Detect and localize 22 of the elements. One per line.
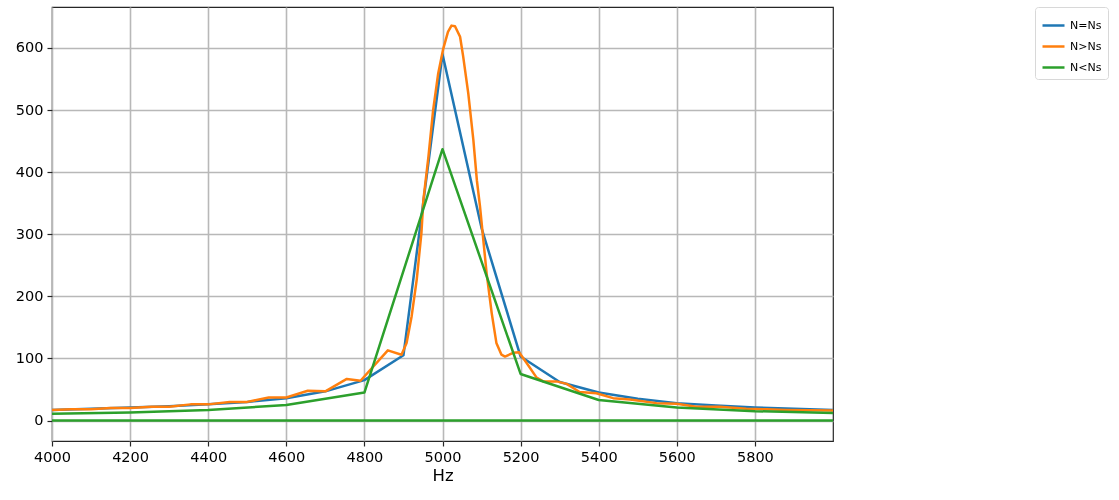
y-tick-label: 500 [15,101,44,118]
y-tick-label: 0 [34,412,44,429]
x-tick-label: 4400 [190,448,228,465]
y-tick-label: 400 [15,163,44,180]
x-axis-title: Hz [432,466,454,485]
legend-label: N=Ns [1070,18,1102,32]
x-tick-label: 4800 [346,448,384,465]
x-tick-label: 4200 [112,448,150,465]
x-tick-label: 5400 [580,448,618,465]
x-tick-label: 4000 [34,448,71,465]
x-tick-label: 5000 [424,448,462,465]
x-tick-label: 4600 [268,448,306,465]
x-tick-label: 5200 [502,448,540,465]
y-tick-label: 100 [15,349,44,366]
y-tick-label: 200 [15,287,44,304]
x-tick-label: 5800 [736,448,774,465]
legend-label: N>Ns [1070,39,1102,53]
x-tick-label: 5600 [658,448,696,465]
y-tick-label: 600 [15,39,44,56]
y-tick-label: 300 [15,225,44,242]
line-series [52,147,833,415]
legend-label: N<Ns [1070,60,1102,74]
